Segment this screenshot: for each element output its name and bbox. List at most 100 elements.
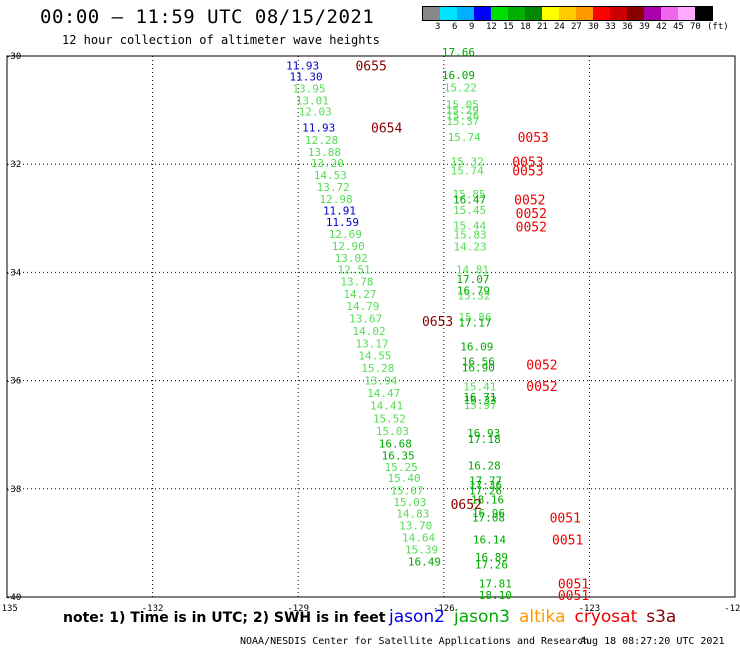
swh-value: 15.03 — [393, 496, 426, 509]
x-tick-label: -120 — [724, 604, 740, 614]
swh-value: 14.64 — [402, 531, 435, 544]
satellite-s3a: s3a — [646, 607, 677, 627]
time-label: 0052 — [526, 358, 557, 373]
swh-value: 13.67 — [349, 312, 382, 325]
swh-value: 13.17 — [355, 337, 388, 350]
legend-label: 39 — [639, 22, 650, 32]
swh-value: 16.28 — [468, 460, 501, 473]
legend-label: 24 — [554, 22, 565, 32]
swh-value: 14.81 — [456, 264, 489, 277]
legend-swatch — [423, 7, 440, 20]
swh-value: 12.98 — [320, 193, 353, 206]
satellite-cryosat: cryosat — [574, 607, 638, 627]
swh-value: 15.52 — [373, 412, 406, 425]
swh-value: 17.66 — [442, 46, 475, 59]
swh-value: 15.37 — [446, 115, 479, 128]
satellite-altika: altika — [519, 607, 566, 627]
legend-label: 9 — [469, 22, 475, 32]
legend-swatch — [678, 7, 695, 20]
legend-label: 27 — [571, 22, 582, 32]
time-label: 0052 — [516, 207, 547, 222]
swh-value: 15.97 — [464, 399, 497, 412]
x-tick-label: -129 — [287, 604, 309, 614]
color-legend — [422, 6, 713, 21]
swh-value: 15.26 — [446, 110, 479, 123]
swh-value: 15.67 — [390, 484, 423, 497]
time-label: 0052 — [516, 220, 547, 235]
legend-label: 45 — [673, 22, 684, 32]
swh-value: 16.93 — [467, 427, 500, 440]
legend-label: (ft) — [707, 22, 729, 32]
swh-value: 16.14 — [473, 534, 506, 547]
swh-value: 13.01 — [296, 94, 329, 107]
page-title: 00:00 – 11:59 UTC 08/15/2021 — [40, 6, 375, 28]
time-label: 0053 — [512, 155, 543, 170]
swh-value: 17.26 — [469, 484, 502, 497]
swh-value: 14.23 — [454, 240, 487, 253]
time-label: 0051 — [550, 511, 581, 526]
time-label: 0052 — [514, 193, 545, 208]
swh-value: 17.08 — [472, 511, 505, 524]
swh-value: 15.85 — [453, 188, 486, 201]
y-tick-label: -32 — [5, 160, 21, 170]
swh-value: 16.90 — [462, 362, 495, 375]
swh-value: 18.16 — [471, 494, 504, 507]
time-label: 0655 — [355, 60, 386, 75]
legend-swatch — [576, 7, 593, 20]
swh-value: 16.09 — [460, 341, 493, 354]
swh-value: 15.28 — [361, 362, 394, 375]
swh-value: 18.10 — [479, 589, 512, 602]
swh-value: 16.35 — [382, 449, 415, 462]
satellite-legend: jason2 jason3 altika cryosat s3a — [389, 607, 685, 627]
swh-value: 17.36 — [469, 479, 502, 492]
legend-label: 15 — [503, 22, 514, 32]
swh-value: 13.88 — [308, 146, 341, 159]
swh-value: 15.32 — [457, 290, 490, 303]
legend-label: 3 — [435, 22, 441, 32]
swh-value: 12.03 — [299, 106, 332, 119]
legend-label: 12 — [486, 22, 497, 32]
x-tick-label: -135 — [0, 604, 18, 614]
swh-value: 15.22 — [444, 81, 477, 94]
swh-value: 15.40 — [388, 472, 421, 485]
swh-value: 13.78 — [340, 276, 373, 289]
legend-label: 21 — [537, 22, 548, 32]
swh-value: 16.09 — [442, 69, 475, 82]
swh-value: 15.44 — [453, 219, 486, 232]
legend-swatch — [440, 7, 457, 20]
swh-value: 12.51 — [338, 264, 371, 277]
units-note: note: 1) Time is in UTC; 2) SWH is in fe… — [63, 610, 386, 626]
swh-value: 12.28 — [305, 134, 338, 147]
swh-value: 15.03 — [376, 425, 409, 438]
legend-label: 6 — [452, 22, 458, 32]
legend-swatch — [457, 7, 474, 20]
swh-value: 13.95 — [292, 82, 325, 95]
page-subtitle: 12 hour collection of altimeter wave hei… — [62, 33, 380, 47]
legend-label: 36 — [622, 22, 633, 32]
legend-swatch — [593, 7, 610, 20]
swh-value: 13.02 — [335, 252, 368, 265]
x-tick-label: -132 — [142, 604, 164, 614]
legend-swatch — [559, 7, 576, 20]
swh-value: 11.91 — [323, 205, 356, 218]
swh-value: 16.49 — [408, 555, 441, 568]
swh-value: 14.41 — [370, 399, 403, 412]
swh-value: 16.68 — [379, 437, 412, 450]
legend-swatch — [610, 7, 627, 20]
legend-swatch — [695, 7, 712, 20]
legend-swatch — [474, 7, 491, 20]
swh-value: 15.83 — [454, 229, 487, 242]
swh-value: 15.41 — [463, 381, 496, 394]
time-label: 0051 — [558, 589, 589, 604]
time-label: 0654 — [371, 121, 402, 136]
swh-value: 14.53 — [314, 169, 347, 182]
footer-source: NOAA/NESDIS Center for Satellite Applica… — [240, 636, 590, 647]
swh-value: 15.39 — [405, 543, 438, 556]
time-label: 0652 — [451, 498, 482, 513]
time-label: 0653 — [422, 315, 453, 330]
swh-value: 11.59 — [326, 216, 359, 229]
satellite-jason2: jason2 — [389, 607, 445, 627]
y-tick-label: -38 — [5, 485, 21, 495]
swh-value: 14.83 — [396, 508, 429, 521]
